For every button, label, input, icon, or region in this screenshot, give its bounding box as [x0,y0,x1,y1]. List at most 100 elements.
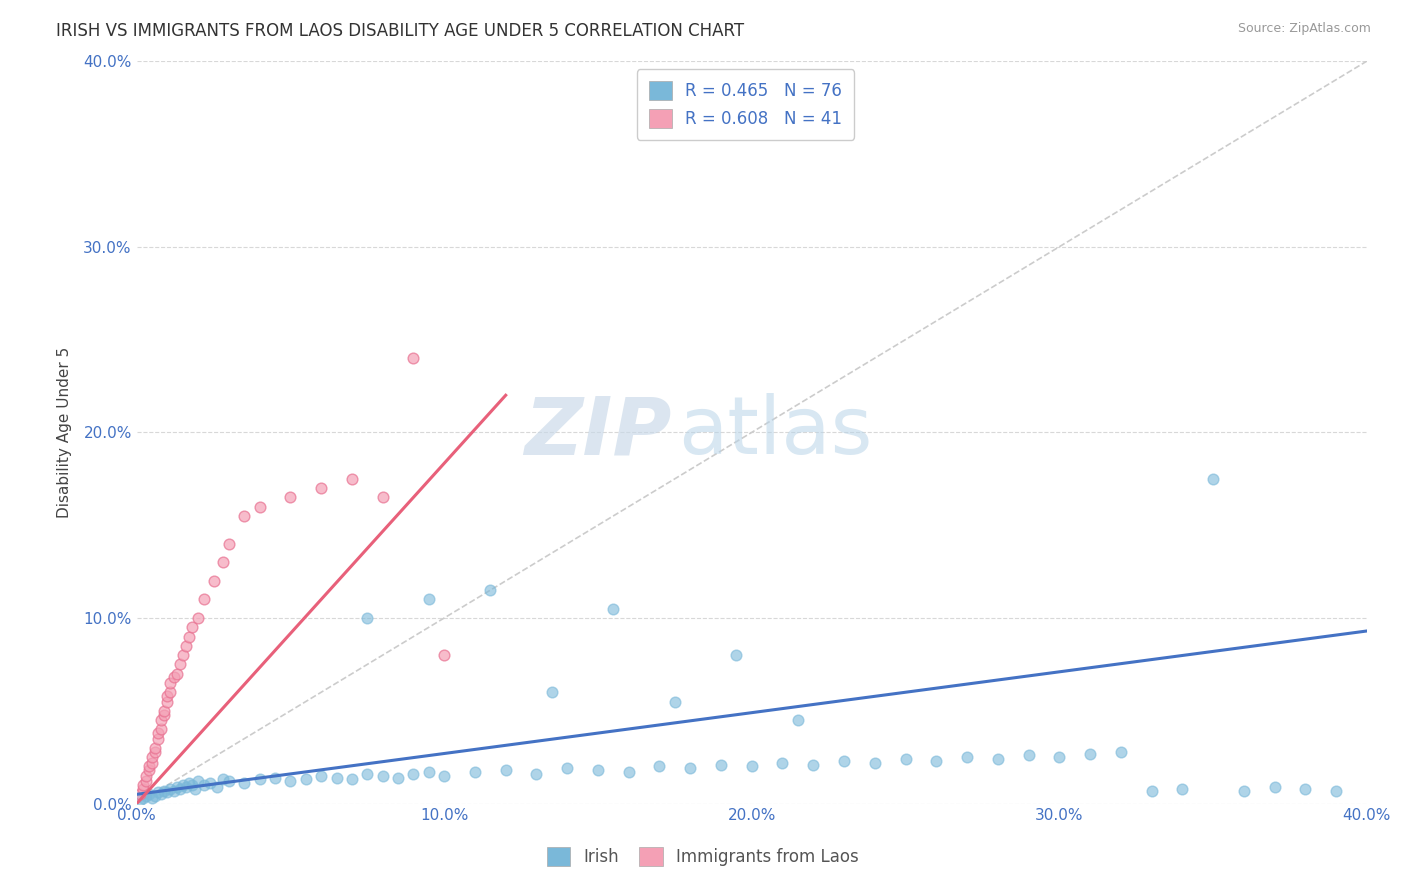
Point [128,793,150,807]
Point [340,472,363,486]
Point [233,508,256,523]
Point [169,657,191,672]
Point [166,780,188,794]
Point [648,759,671,773]
Point [138,759,160,773]
Point [162,670,184,684]
Point [1140,783,1163,797]
Point [710,757,733,772]
Point [741,759,763,773]
Point [387,771,409,785]
Point [233,776,256,790]
Point [187,774,209,789]
Point [1202,472,1225,486]
Point [402,351,425,365]
Point [402,767,425,781]
Point [177,630,200,644]
Point [135,774,157,789]
Point [148,726,170,740]
Point [987,752,1010,766]
Point [479,583,502,598]
Point [138,763,160,777]
Point [664,694,686,708]
Point [725,648,748,662]
Point [1047,750,1070,764]
Point [200,776,222,790]
Point [172,778,194,792]
Point [184,781,207,796]
Point [193,778,215,792]
Point [586,763,609,777]
Point [249,500,271,514]
Point [772,756,794,770]
Text: ZIP: ZIP [524,393,672,471]
Point [1171,781,1194,796]
Point [495,763,517,777]
Point [679,761,702,775]
Point [371,491,394,505]
Point [956,750,979,764]
Legend: Irish, Immigrants from Laos: Irish, Immigrants from Laos [538,838,868,875]
Point [356,767,378,781]
Point [863,756,886,770]
Point [159,676,181,690]
Point [832,754,855,768]
Point [280,491,302,505]
Point [418,765,440,780]
Point [1324,783,1347,797]
Point [156,785,179,799]
Point [202,574,225,588]
Point [1109,745,1132,759]
Point [143,789,166,804]
Point [894,752,917,766]
Legend: R = 0.465   N = 76, R = 0.608   N = 41: R = 0.465 N = 76, R = 0.608 N = 41 [637,70,853,140]
Point [1078,747,1101,761]
Point [156,689,179,703]
Point [294,772,316,787]
Point [309,769,332,783]
Point [433,648,456,662]
Point [172,648,194,662]
Point [128,788,150,802]
Point [617,765,640,780]
Point [143,745,166,759]
Point [211,555,233,569]
Point [169,781,191,796]
Point [464,765,486,780]
Point [143,740,166,755]
Text: Source: ZipAtlas.com: Source: ZipAtlas.com [1237,22,1371,36]
Point [433,769,456,783]
Point [205,780,228,794]
Point [1233,783,1256,797]
Point [925,754,948,768]
Point [174,639,197,653]
Point [264,771,287,785]
Point [211,772,233,787]
Point [325,771,347,785]
Point [138,788,160,802]
Point [162,783,184,797]
Point [177,776,200,790]
Point [786,713,808,727]
Point [132,781,155,796]
Point [150,713,173,727]
Point [187,611,209,625]
Point [156,694,179,708]
Point [218,537,240,551]
Text: atlas: atlas [678,393,872,471]
Point [602,601,624,615]
Point [141,756,163,770]
Point [135,769,157,783]
Point [540,685,562,699]
Point [132,791,155,805]
Y-axis label: Disability Age Under 5: Disability Age Under 5 [58,347,72,518]
Point [181,620,204,634]
Point [181,778,204,792]
Point [1018,748,1040,763]
Point [371,769,394,783]
Point [218,774,240,789]
Point [135,789,157,804]
Point [526,767,548,781]
Point [166,666,188,681]
Point [555,761,578,775]
